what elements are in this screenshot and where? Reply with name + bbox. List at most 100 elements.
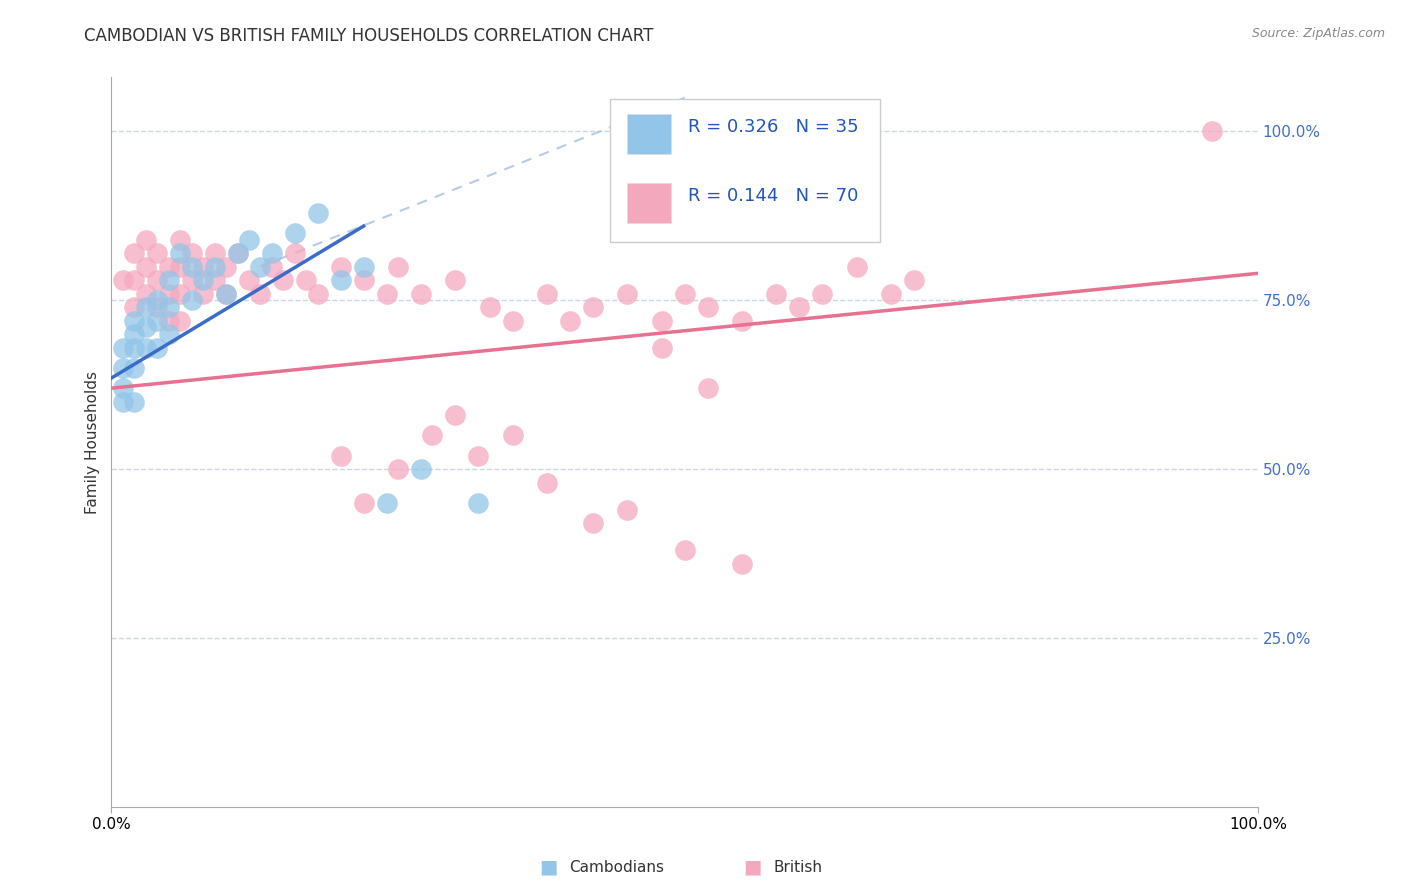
Point: [375, 286, 398, 301]
Point: [467, 496, 489, 510]
Point: [157, 286, 180, 301]
Point: [260, 246, 283, 260]
Point: [903, 273, 925, 287]
Point: [157, 273, 180, 287]
Text: Source: ZipAtlas.com: Source: ZipAtlas.com: [1251, 27, 1385, 40]
Point: [111, 381, 134, 395]
Point: [124, 273, 146, 287]
Point: [307, 286, 329, 301]
Point: [238, 273, 260, 287]
Point: [157, 300, 180, 314]
Point: [124, 360, 146, 375]
Text: ■: ■: [742, 857, 762, 877]
Point: [616, 502, 638, 516]
Point: [146, 273, 169, 287]
Point: [169, 246, 191, 260]
Text: Cambodians: Cambodians: [569, 860, 665, 874]
Point: [180, 246, 202, 260]
Point: [260, 260, 283, 274]
Point: [673, 286, 696, 301]
Point: [249, 260, 271, 274]
Point: [146, 246, 169, 260]
Point: [146, 313, 169, 327]
Point: [135, 320, 157, 334]
Point: [409, 286, 432, 301]
Point: [353, 496, 375, 510]
Point: [124, 341, 146, 355]
Text: CAMBODIAN VS BRITISH FAMILY HOUSEHOLDS CORRELATION CHART: CAMBODIAN VS BRITISH FAMILY HOUSEHOLDS C…: [84, 27, 654, 45]
Point: [467, 449, 489, 463]
Point: [845, 260, 868, 274]
Point: [135, 300, 157, 314]
Point: [146, 293, 169, 308]
Point: [157, 327, 180, 342]
Point: [180, 260, 202, 274]
Point: [616, 286, 638, 301]
Point: [215, 286, 238, 301]
Point: [409, 462, 432, 476]
Point: [124, 246, 146, 260]
Y-axis label: Family Households: Family Households: [86, 371, 100, 514]
Point: [111, 360, 134, 375]
Text: R = 0.144   N = 70: R = 0.144 N = 70: [688, 187, 859, 205]
Point: [204, 246, 226, 260]
Point: [169, 260, 191, 274]
Text: R = 0.326   N = 35: R = 0.326 N = 35: [688, 118, 859, 136]
Point: [558, 313, 581, 327]
Point: [880, 286, 903, 301]
FancyBboxPatch shape: [610, 99, 880, 242]
Point: [146, 300, 169, 314]
Point: [651, 313, 673, 327]
Point: [249, 286, 271, 301]
Point: [111, 341, 134, 355]
Point: [651, 341, 673, 355]
Point: [124, 300, 146, 314]
Point: [124, 327, 146, 342]
Point: [124, 394, 146, 409]
Point: [673, 543, 696, 558]
Point: [444, 408, 467, 422]
Point: [135, 286, 157, 301]
Point: [157, 313, 180, 327]
Point: [787, 300, 810, 314]
FancyBboxPatch shape: [627, 114, 671, 154]
Point: [444, 273, 467, 287]
FancyBboxPatch shape: [627, 183, 671, 223]
Point: [731, 313, 754, 327]
Point: [180, 293, 202, 308]
Point: [375, 496, 398, 510]
Point: [582, 516, 605, 531]
Point: [731, 557, 754, 571]
Point: [238, 233, 260, 247]
Point: [582, 300, 605, 314]
Point: [536, 286, 558, 301]
Point: [387, 462, 409, 476]
Point: [135, 260, 157, 274]
Point: [111, 273, 134, 287]
Point: [765, 286, 787, 301]
Point: [295, 273, 318, 287]
Point: [478, 300, 501, 314]
Point: [226, 246, 249, 260]
Point: [169, 286, 191, 301]
Point: [696, 300, 718, 314]
Point: [307, 205, 329, 219]
Point: [169, 233, 191, 247]
Point: [124, 313, 146, 327]
Point: [1201, 124, 1223, 138]
Point: [146, 341, 169, 355]
Point: [191, 260, 214, 274]
Point: [273, 273, 295, 287]
Point: [226, 246, 249, 260]
Text: ■: ■: [538, 857, 558, 877]
Point: [536, 475, 558, 490]
Point: [502, 313, 524, 327]
Point: [215, 260, 238, 274]
Point: [353, 273, 375, 287]
Point: [329, 273, 352, 287]
Point: [422, 428, 444, 442]
Point: [329, 449, 352, 463]
Point: [329, 260, 352, 274]
Point: [284, 246, 307, 260]
Point: [204, 273, 226, 287]
